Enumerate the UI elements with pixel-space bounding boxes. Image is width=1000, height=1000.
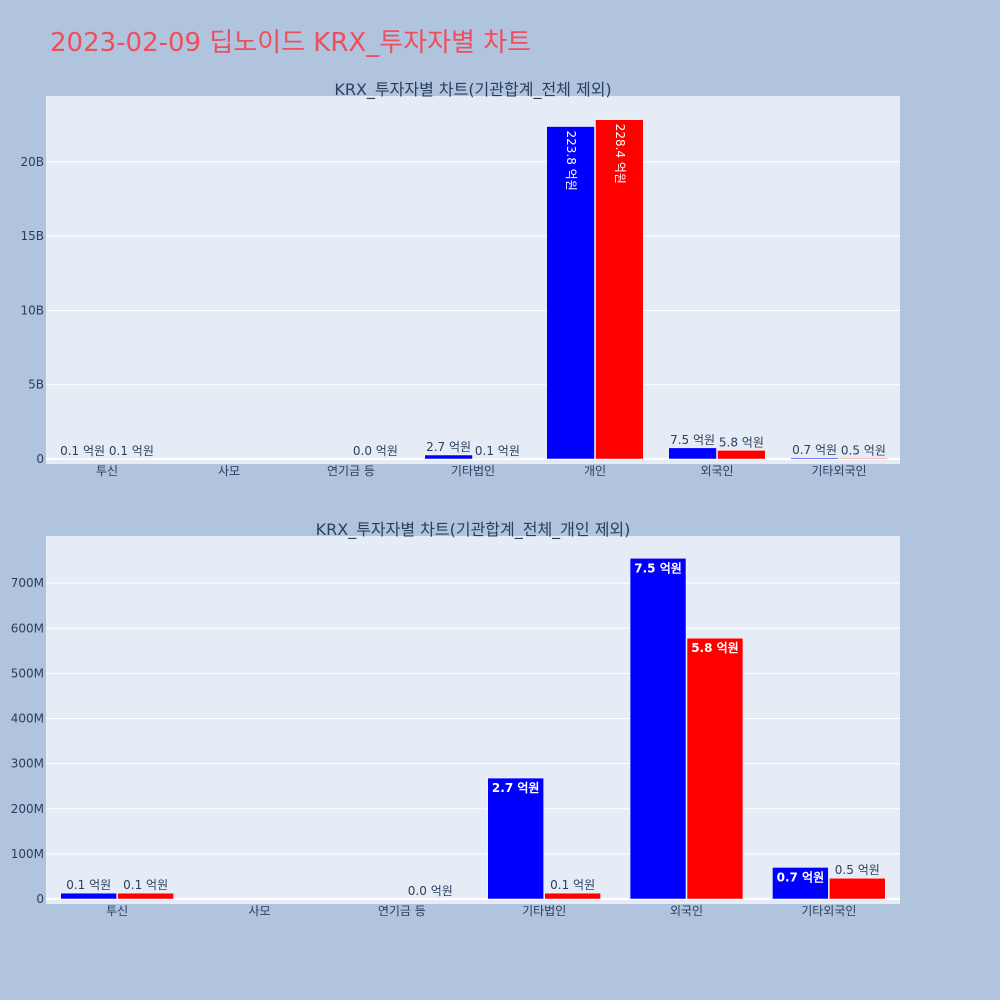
x-tick-label: 기타외국인 — [801, 904, 856, 918]
data-label: 5.8 억원 — [691, 641, 739, 655]
data-label: 0.5 억원 — [835, 863, 880, 877]
chart-bottom-excluding-individual: KRX_투자자별 차트(기관합계_전체_개인 제외) 0 100M 200M 300M 4… — [11, 520, 900, 918]
data-label: 0.1 억원 — [123, 878, 168, 892]
y-tick-label: 0 — [36, 892, 44, 906]
x-tick-label: 투신 — [96, 464, 118, 478]
bar — [544, 892, 601, 900]
x-tick-label: 연기금 등 — [378, 904, 426, 918]
data-label: 7.5 억원 — [634, 561, 682, 575]
plot-area — [46, 96, 900, 464]
y-tick-label: 0 — [36, 452, 44, 466]
data-label: 223.8 억원 — [564, 131, 578, 191]
page-title: 2023-02-09 딥노이드 KRX_투자자별 차트 — [50, 28, 532, 58]
y-tick-label: 15B — [20, 229, 44, 243]
data-label: 0.1 억원 — [475, 444, 520, 458]
data-label: 2.7 억원 — [492, 781, 540, 795]
bar — [668, 447, 717, 460]
data-label: 5.8 억원 — [719, 435, 764, 449]
x-tick-label: 연기금 등 — [327, 464, 375, 478]
y-tick-label: 600M — [11, 621, 44, 635]
y-tick-label: 400M — [11, 712, 44, 726]
data-label: 0.0 억원 — [408, 884, 453, 898]
y-tick-label: 500M — [11, 666, 44, 680]
y-tick-label: 100M — [11, 847, 44, 861]
bar — [839, 458, 888, 460]
x-tick-label: 개인 — [584, 464, 606, 478]
x-tick-label: 기타법인 — [522, 904, 566, 918]
bar — [717, 450, 766, 460]
x-tick-label: 투신 — [106, 904, 128, 918]
chart-top-all-investors: KRX_투자자별 차트(기관합계_전체 제외) 0 5B 10B 15B 20B 투신 0.1… — [20, 80, 900, 478]
bar — [629, 558, 687, 900]
y-tick-label: 5B — [28, 378, 44, 392]
data-label: 0.7 억원 — [792, 443, 837, 457]
data-label: 0.1 억원 — [550, 878, 595, 892]
bar — [829, 877, 886, 900]
data-label: 0.1 억원 — [109, 444, 154, 458]
bar — [546, 126, 595, 460]
data-label: 228.4 억원 — [613, 124, 627, 184]
data-label: 7.5 억원 — [670, 433, 715, 447]
data-label: 0.5 억원 — [841, 443, 886, 457]
chart-subtitle: KRX_투자자별 차트(기관합계_전체_개인 제외) — [316, 520, 631, 540]
data-label: 0.1 억원 — [60, 444, 105, 458]
y-tick-label: 10B — [20, 303, 44, 317]
x-tick-label: 외국인 — [700, 464, 733, 478]
y-tick-label: 300M — [11, 757, 44, 771]
bar — [790, 457, 839, 460]
y-tick-label: 700M — [11, 576, 44, 590]
bar — [117, 892, 174, 900]
y-tick-label: 200M — [11, 802, 44, 816]
bar — [686, 637, 744, 900]
chart-subtitle: KRX_투자자별 차트(기관합계_전체 제외) — [334, 80, 611, 100]
data-label: 0.0 억원 — [353, 444, 398, 458]
x-tick-label: 사모 — [218, 464, 240, 478]
x-tick-label: 기타외국인 — [811, 464, 866, 478]
data-label: 0.7 억원 — [777, 870, 825, 884]
data-label: 0.1 억원 — [66, 878, 111, 892]
bar — [60, 892, 117, 900]
bar — [487, 777, 544, 900]
bar — [595, 119, 644, 460]
data-label: 2.7 억원 — [426, 440, 471, 454]
bar — [424, 454, 473, 460]
x-tick-label: 기타법인 — [451, 464, 495, 478]
bar — [772, 867, 829, 900]
plot-area — [46, 536, 900, 904]
x-tick-label: 사모 — [248, 904, 270, 918]
y-tick-label: 20B — [20, 155, 44, 169]
x-tick-label: 외국인 — [670, 904, 703, 918]
